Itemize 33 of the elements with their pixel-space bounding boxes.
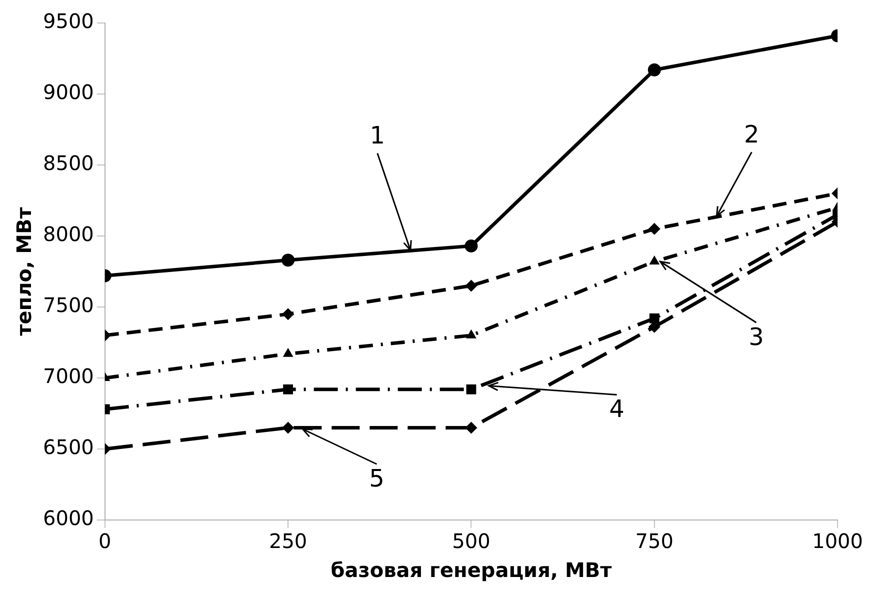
annotation: 4	[609, 395, 624, 424]
x-tick-label: 1000	[812, 529, 864, 554]
y-tick-label: 8500	[42, 151, 94, 176]
x-tick-label: 0	[98, 529, 112, 554]
point	[649, 313, 660, 324]
y-tick-label: 6500	[42, 435, 94, 460]
point	[282, 254, 295, 267]
x-tick-label: 750	[635, 529, 674, 554]
y-tick-label: 7500	[42, 293, 94, 318]
point	[648, 222, 660, 235]
x-axis-title: базовая генерация, МВт	[330, 558, 612, 582]
y-tick-label: 9500	[42, 9, 94, 34]
annotation: 1	[370, 121, 386, 150]
y-axis-title: тепло, МВт	[12, 206, 36, 336]
x-tick-label: 250	[268, 529, 308, 554]
x-tick-label: 500	[452, 529, 490, 554]
point	[649, 256, 660, 265]
y-tick-label: 6000	[42, 506, 94, 530]
point	[466, 329, 476, 338]
y-tick-label: 7000	[42, 364, 94, 388]
y-tick-label: 9000	[42, 80, 94, 104]
point	[466, 384, 476, 394]
point	[282, 348, 294, 357]
point	[648, 63, 661, 76]
point	[282, 422, 294, 434]
y-tick-label: 8000	[42, 222, 94, 246]
annotation: 5	[369, 464, 384, 492]
point	[282, 308, 294, 320]
point	[464, 239, 478, 252]
point	[465, 280, 478, 292]
annotation: 2	[744, 120, 760, 148]
annotation: 3	[748, 322, 764, 351]
point	[283, 384, 294, 394]
